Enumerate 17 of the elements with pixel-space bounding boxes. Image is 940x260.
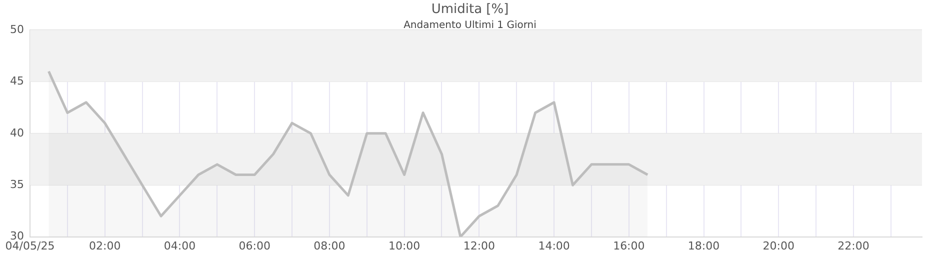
x-tick-label: 02:00 bbox=[89, 239, 121, 252]
x-tick-label: 14:00 bbox=[538, 239, 570, 252]
x-tick-label: 06:00 bbox=[238, 239, 270, 252]
x-tick-label: 20:00 bbox=[762, 239, 794, 252]
x-tick-label: 22:00 bbox=[838, 239, 870, 252]
x-tick-label: 10:00 bbox=[388, 239, 420, 252]
x-tick-label: 18:00 bbox=[688, 239, 720, 252]
x-tick-label: 12:00 bbox=[463, 239, 496, 252]
y-tick-label: 35 bbox=[10, 178, 24, 191]
y-tick-label: 40 bbox=[10, 126, 24, 140]
y-tick-label: 50 bbox=[10, 22, 24, 36]
chart-title: Umidita [%] bbox=[430, 2, 510, 17]
x-tick-label: 08:00 bbox=[314, 239, 346, 252]
y-tick-label: 45 bbox=[10, 74, 24, 88]
x-tick-label: 16:00 bbox=[613, 239, 645, 252]
x-tick-label: 04:00 bbox=[164, 239, 196, 252]
chart-subtitle: Andamento Ultimi 1 Giorni bbox=[404, 20, 536, 31]
